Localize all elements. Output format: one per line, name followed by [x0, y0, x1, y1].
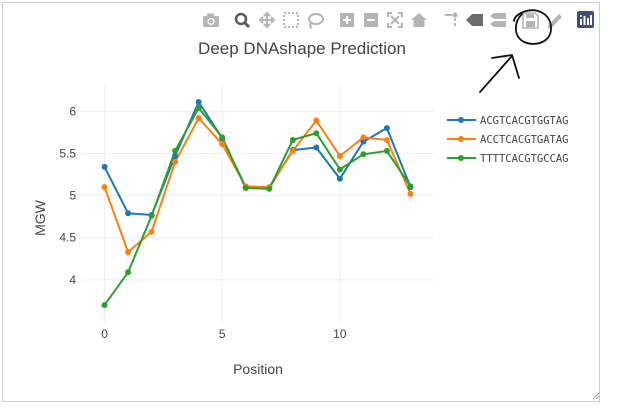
grid-lines [81, 86, 434, 322]
y-axis-title: MGW [32, 199, 48, 236]
data-point[interactable] [360, 134, 367, 141]
hover-compare-icon[interactable] [490, 13, 506, 27]
y-tick-label: 4.5 [59, 231, 76, 245]
x-tick-label: 5 [219, 327, 226, 341]
save-icon[interactable] [522, 12, 539, 29]
data-point[interactable] [360, 138, 367, 145]
x-tick-labels: 0 5 10 [101, 327, 347, 341]
data-point[interactable] [407, 183, 414, 190]
y-tick-label: 4 [69, 273, 76, 287]
y-tick-labels: 4 4.5 5 5.5 6 [59, 104, 76, 287]
zoom-out-icon[interactable] [364, 13, 378, 27]
data-point[interactable] [101, 184, 108, 191]
data-point[interactable] [101, 302, 108, 309]
series-line [103, 99, 412, 217]
series-line [103, 116, 412, 254]
legend-marker [458, 117, 464, 123]
hover-closest-icon[interactable] [466, 14, 483, 26]
data-point[interactable] [336, 152, 343, 159]
autoscale-icon[interactable] [387, 12, 403, 28]
y-tick-label: 5.5 [59, 146, 76, 160]
legend-item[interactable]: ACCTCACGTGATAG [447, 134, 569, 146]
data-point[interactable] [195, 99, 202, 106]
legend-marker [458, 136, 464, 142]
data-point[interactable] [313, 117, 320, 124]
legend-marker [458, 155, 464, 161]
data-point[interactable] [148, 212, 155, 219]
data-point[interactable] [172, 158, 179, 165]
data-point[interactable] [336, 175, 343, 182]
legend-item[interactable]: TTTTCACGTGCCAG [447, 153, 569, 165]
data-point[interactable] [125, 269, 132, 276]
hand-drawn-annotation [479, 9, 552, 93]
x-tick-label: 0 [101, 327, 108, 341]
legend-label: TTTTCACGTGCCAG [480, 153, 569, 165]
data-point[interactable] [313, 130, 320, 137]
legend-label: ACGTCACGTGGTAG [480, 115, 569, 127]
data-point[interactable] [313, 144, 320, 151]
zoom-icon[interactable] [234, 12, 251, 29]
modebar [203, 11, 594, 29]
plotly-logo-icon[interactable] [577, 11, 594, 28]
data-point[interactable] [383, 147, 390, 154]
data-point[interactable] [172, 147, 179, 154]
camera-icon[interactable] [203, 13, 219, 28]
data-point[interactable] [407, 190, 414, 197]
reset-axes-icon[interactable] [411, 13, 427, 27]
data-point[interactable] [219, 141, 226, 148]
legend-label: ACCTCACGTGATAG [480, 134, 569, 146]
data-point[interactable] [383, 136, 390, 143]
series-lines [103, 99, 412, 306]
data-point[interactable] [266, 185, 273, 192]
data-point[interactable] [172, 152, 179, 159]
data-point[interactable] [336, 166, 343, 173]
data-point[interactable] [360, 151, 367, 158]
lasso-icon[interactable] [308, 13, 324, 29]
data-point[interactable] [125, 210, 132, 217]
data-point[interactable] [289, 147, 296, 154]
spike-lines-icon[interactable] [445, 12, 458, 27]
legend: ACGTCACGTGGTAG ACCTCACGTGATAG TTTTCACGTGCC… [447, 115, 569, 165]
legend-item[interactable]: ACGTCACGTGGTAG [447, 115, 569, 127]
data-point[interactable] [125, 249, 132, 256]
data-point[interactable] [195, 115, 202, 122]
resize-handle-icon[interactable] [592, 392, 600, 400]
y-tick-label: 6 [69, 104, 76, 118]
pan-icon[interactable] [258, 11, 276, 29]
series-line [103, 106, 412, 306]
x-tick-label: 10 [333, 327, 347, 341]
data-point[interactable] [148, 228, 155, 235]
data-point[interactable] [242, 184, 249, 191]
y-tick-label: 5 [69, 189, 76, 203]
data-point[interactable] [383, 125, 390, 132]
chart-title: Deep DNAshape Prediction [198, 39, 406, 58]
zoom-in-icon[interactable] [340, 13, 354, 27]
series-points [101, 99, 414, 309]
data-point[interactable] [219, 134, 226, 141]
box-select-icon[interactable] [283, 12, 299, 28]
x-axis-title: Position [233, 361, 283, 377]
data-point[interactable] [289, 136, 296, 143]
data-point[interactable] [195, 104, 202, 111]
data-point[interactable] [101, 163, 108, 170]
